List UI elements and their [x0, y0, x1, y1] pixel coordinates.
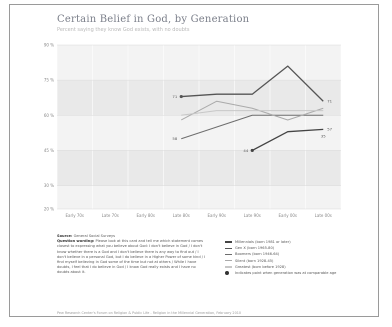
y-axis-ticks: 90 % 75 % 60 % 45 % 30 % 20 % [44, 43, 54, 212]
series-start-point [180, 95, 183, 98]
x-tick-label: Late 70s [102, 213, 119, 218]
notes-block: Source: General Social Surveys Question … [57, 234, 207, 276]
comparable-age-marker-icon [225, 271, 229, 275]
data-label: 35 [321, 133, 326, 138]
y-tick-label: 30 % [44, 183, 54, 188]
data-label: 71 [172, 94, 177, 99]
question-text: Please look at this card and tell me whi… [57, 239, 205, 274]
y-tick-label: 90 % [44, 43, 54, 48]
x-axis-ticks: Early 70s Late 70s Early 80s Late 80s Early … [65, 213, 331, 218]
source-text: General Social Surveys [74, 234, 115, 238]
x-tick-label: Late 80s [173, 213, 190, 218]
x-tick-label: Late 00s [315, 213, 332, 218]
source-label: Source: [57, 234, 72, 238]
question-label: Question wording: [57, 239, 94, 243]
legend-swatch [225, 254, 232, 255]
data-label: 57 [327, 127, 332, 132]
x-tick-label: Early 90s [207, 213, 226, 218]
data-label: 58 [172, 136, 177, 141]
y-tick-label: 20 % [44, 207, 54, 212]
legend-note: Indicates point when generation was at c… [225, 270, 345, 276]
legend: Millennials (born 1981 or later) Gen X (… [225, 239, 345, 276]
y-tick-label: 60 % [44, 113, 54, 118]
data-label: 44 [243, 148, 248, 153]
x-tick-label: Late 90s [244, 213, 261, 218]
legend-swatch [225, 248, 232, 249]
legend-note-text: Indicates point when generation was at c… [235, 270, 336, 276]
x-tick-label: Early 80s [136, 213, 155, 218]
legend-swatch [225, 241, 232, 242]
y-tick-label: 75 % [44, 78, 54, 83]
x-tick-label: Early 70s [65, 213, 84, 218]
chart-footer: Pew Research Center's Forum on Religion … [57, 311, 241, 315]
legend-swatch [225, 260, 232, 261]
y-tick-label: 45 % [44, 148, 54, 153]
legend-swatch [225, 266, 232, 267]
chart-figure: Certain Belief in God, by Generation Per… [9, 4, 379, 317]
x-tick-label: Early 00s [278, 213, 297, 218]
series-start-point [251, 149, 254, 152]
data-label: 71 [327, 99, 332, 104]
